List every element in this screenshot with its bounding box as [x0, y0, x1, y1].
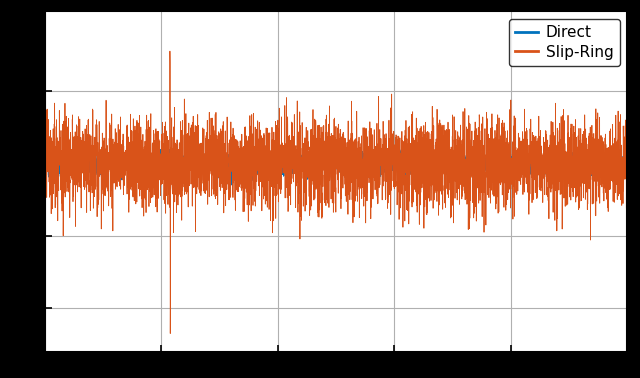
Legend: Direct, Slip-Ring: Direct, Slip-Ring: [509, 19, 620, 66]
Slip-Ring: [166, 331, 174, 336]
Direct: [147, 159, 154, 163]
Direct: [520, 158, 528, 162]
Direct: [86, 138, 94, 143]
Slip-Ring: [420, 123, 428, 128]
Line: Direct: Direct: [45, 141, 627, 185]
Direct: [623, 174, 631, 178]
Direct: [420, 161, 428, 165]
Slip-Ring: [520, 154, 528, 159]
Slip-Ring: [264, 126, 271, 130]
Line: Slip-Ring: Slip-Ring: [45, 51, 627, 333]
Slip-Ring: [41, 153, 49, 158]
Slip-Ring: [476, 159, 483, 163]
Direct: [390, 158, 398, 163]
Slip-Ring: [166, 49, 174, 53]
Slip-Ring: [147, 133, 154, 138]
Direct: [476, 156, 483, 161]
Direct: [228, 183, 236, 187]
Slip-Ring: [390, 186, 398, 191]
Slip-Ring: [623, 147, 631, 152]
Direct: [264, 155, 271, 160]
Direct: [41, 162, 49, 167]
